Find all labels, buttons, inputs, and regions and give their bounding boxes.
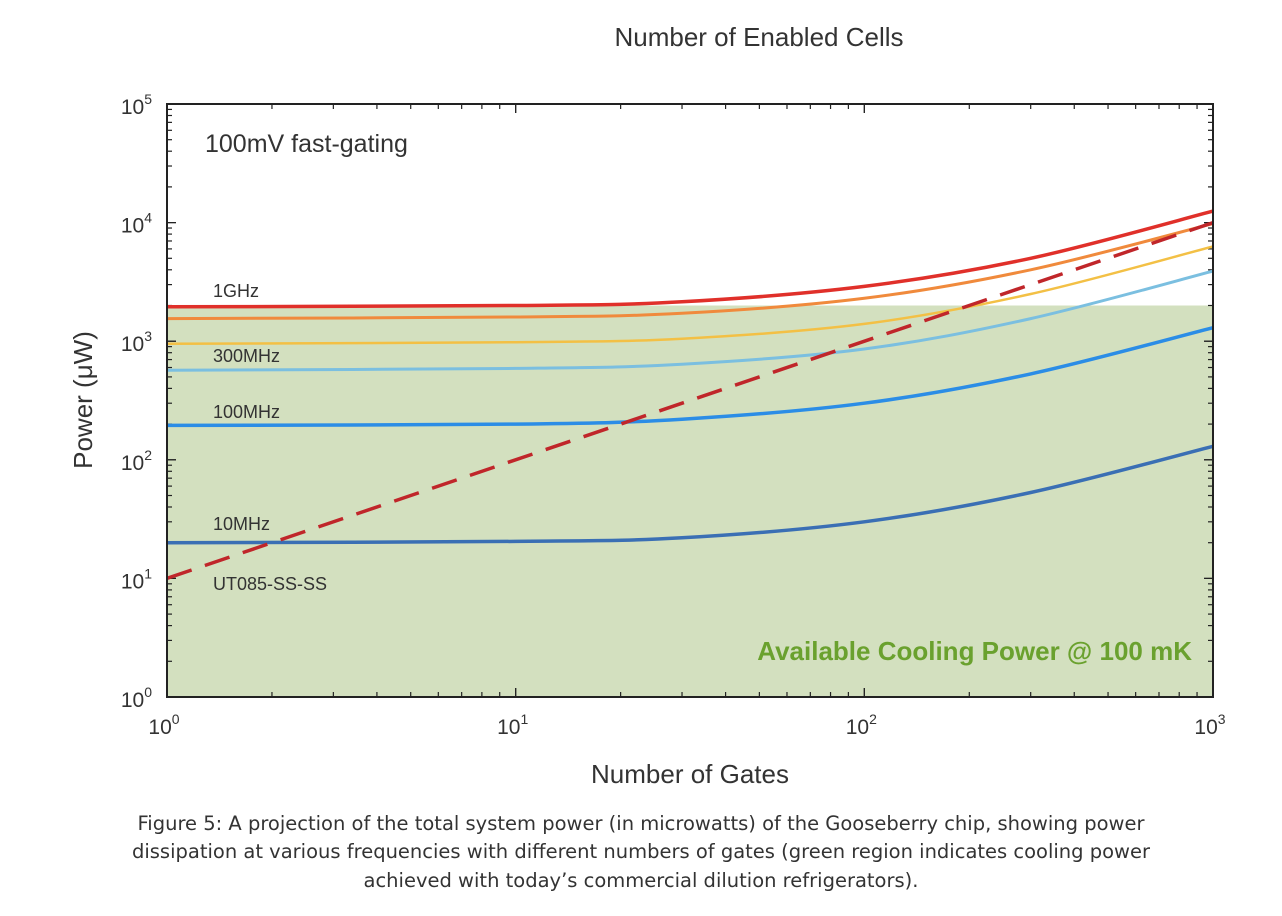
y-tick-label: 100: [121, 684, 152, 712]
caption-line: achieved with today’s commercial dilutio…: [363, 868, 919, 892]
x-tick-label: 102: [846, 711, 877, 739]
x-tick-label: 103: [1194, 711, 1225, 739]
x-tick-label: 100: [148, 711, 179, 739]
series-line-10mhz: [167, 444, 1213, 545]
series-group: [167, 209, 1213, 581]
series-label-300mhz: 300MHz: [213, 346, 280, 366]
series-label-10mhz: 10MHz: [213, 514, 270, 534]
series-label-ut085-ss-ss: UT085-SS-SS: [213, 574, 327, 594]
series-label-100mhz: 100MHz: [213, 402, 280, 422]
y-tick-label: 104: [121, 210, 152, 238]
series-line-100mhz: [167, 325, 1213, 428]
x-tick-label: 101: [497, 711, 528, 739]
series-line-series-2: [167, 222, 1213, 321]
series-line-1ghz: [167, 209, 1213, 309]
plot-frame: [166, 103, 1214, 698]
series-line-ut085-ss-ss: [167, 220, 1213, 581]
y-tick-label: 102: [121, 447, 152, 475]
y-tick-label: 103: [121, 328, 152, 356]
y-tick-label: 105: [121, 91, 152, 119]
chart: Number of Enabled Cells 1GHz 300MHz 100MHz…: [68, 22, 1226, 789]
cooling-region-label: Available Cooling Power @ 100 mK: [757, 636, 1192, 666]
y-axis-label: Power (μW): [68, 331, 98, 469]
series-line-series-4: [167, 269, 1213, 372]
series-line-300mhz: [167, 245, 1213, 346]
caption-line: dissipation at various frequencies with …: [131, 840, 1151, 864]
series-label-1ghz: 1GHz: [213, 281, 259, 301]
figure-caption: Figure 5: A projection of the total syst…: [60, 810, 1222, 895]
y-tick-label: 101: [121, 565, 152, 593]
annotation-fast-gating: 100mV fast-gating: [205, 130, 408, 158]
caption-line: Figure 5: A projection of the total syst…: [137, 812, 1145, 835]
chart-title: Number of Enabled Cells: [614, 22, 903, 52]
x-axis-label: Number of Gates: [591, 759, 789, 789]
